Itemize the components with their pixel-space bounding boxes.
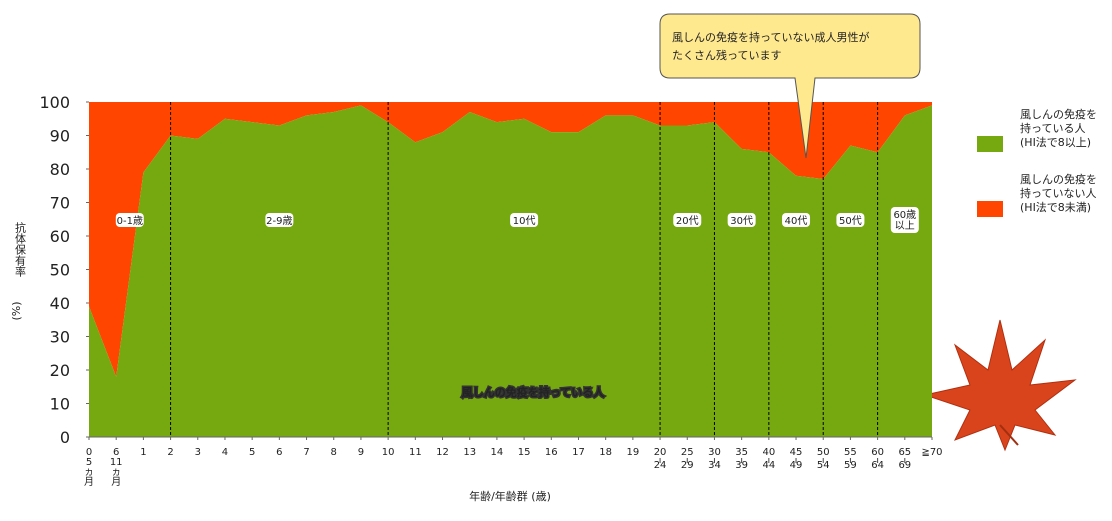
x-tick-label: 10: [382, 447, 395, 458]
x-tick-label: 6 11 ヵ月: [110, 447, 123, 488]
y-tick-label: 90: [50, 127, 70, 146]
x-tick-label: 0 5 ヵ月: [84, 447, 94, 488]
x-tick-label: 55 59: [844, 447, 857, 471]
x-tick-label: ≧70: [921, 447, 942, 458]
x-tick-label: 3: [195, 447, 201, 458]
x-tick-label: 60 64: [871, 447, 884, 471]
x-tick-label: 13: [463, 447, 476, 458]
x-tick-label: 12: [436, 447, 449, 458]
x-axis-label: 年齢/年齢群 (歳): [469, 489, 551, 503]
group-label-bg: [115, 213, 144, 227]
group-label: 0-1歳: [117, 215, 143, 227]
maple-leaf: [923, 319, 1077, 452]
callout-text: 風しんの免疫を持っていない成人男性がたくさん残っています: [672, 30, 869, 62]
group-label: 50代: [839, 215, 862, 227]
group-label: 30代: [730, 215, 753, 227]
callout-bubble: [659, 13, 921, 159]
y-tick-label: 10: [50, 395, 70, 414]
x-tick-label: 20 24: [654, 447, 667, 471]
y-tick-label: 60: [50, 227, 70, 246]
group-label: 40代: [785, 215, 808, 227]
group-label-bg: [727, 213, 756, 227]
y-tick-label: 40: [50, 294, 70, 313]
x-tick-label: 40 44: [762, 447, 775, 471]
y-tick-label: 20: [50, 361, 70, 380]
group-label: 2-9歳: [266, 215, 292, 227]
x-tick-label: 8: [331, 447, 337, 458]
area-immune: [89, 105, 932, 437]
y-axis-label: 抗体保有率: [14, 221, 27, 278]
y-tick-label: 50: [50, 261, 70, 280]
area-label: 風しんの免疫を持っている人: [462, 385, 605, 399]
x-tick-label: 35 39: [735, 447, 748, 471]
x-tick-label: 17: [572, 447, 585, 458]
y-tick-label: 0: [60, 428, 70, 447]
group-label: 20代: [676, 215, 699, 227]
x-tick-label: 18: [599, 447, 612, 458]
y-axis-unit: (%): [10, 301, 23, 320]
group-label-bg: [510, 213, 539, 227]
group-label-bg: [673, 213, 702, 227]
x-tick-label: 6: [276, 447, 282, 458]
group-label-bg: [265, 213, 294, 227]
x-tick-label: 2: [167, 447, 173, 458]
group-label-bg: [836, 213, 865, 227]
y-tick-label: 100: [39, 93, 70, 112]
x-tick-label: 14: [491, 447, 504, 458]
legend-label: 風しんの免疫を持っていない人(HI法で8未満): [1020, 172, 1097, 214]
x-tick-label: 25 29: [681, 447, 694, 471]
x-tick-label: 30 34: [708, 447, 721, 471]
group-label: 10代: [513, 215, 536, 227]
group-label-bg: [782, 213, 811, 227]
x-tick-label: 7: [303, 447, 309, 458]
x-tick-label: 45 49: [790, 447, 803, 471]
x-tick-label: 19: [627, 447, 640, 458]
legend-label: 風しんの免疫を持っている人(HI法で8以上): [1020, 107, 1097, 149]
x-tick-label: 1: [140, 447, 146, 458]
x-tick-label: 65 69: [898, 447, 911, 471]
area-not-immune: [89, 102, 932, 377]
group-label-bg: [890, 207, 919, 233]
x-tick-label: 11: [409, 447, 422, 458]
x-tick-label: 5: [249, 447, 255, 458]
x-tick-label: 4: [222, 447, 228, 458]
y-tick-label: 30: [50, 328, 70, 347]
x-tick-label: 50 54: [817, 447, 830, 471]
y-tick-label: 80: [50, 160, 70, 179]
y-tick-label: 70: [50, 194, 70, 213]
x-tick-label: 15: [518, 447, 531, 458]
x-tick-label: 9: [358, 447, 364, 458]
x-tick-label: 16: [545, 447, 558, 458]
group-label: 60歳以上: [893, 209, 916, 232]
legend-swatch: [977, 136, 1003, 152]
legend-swatch: [977, 201, 1003, 217]
